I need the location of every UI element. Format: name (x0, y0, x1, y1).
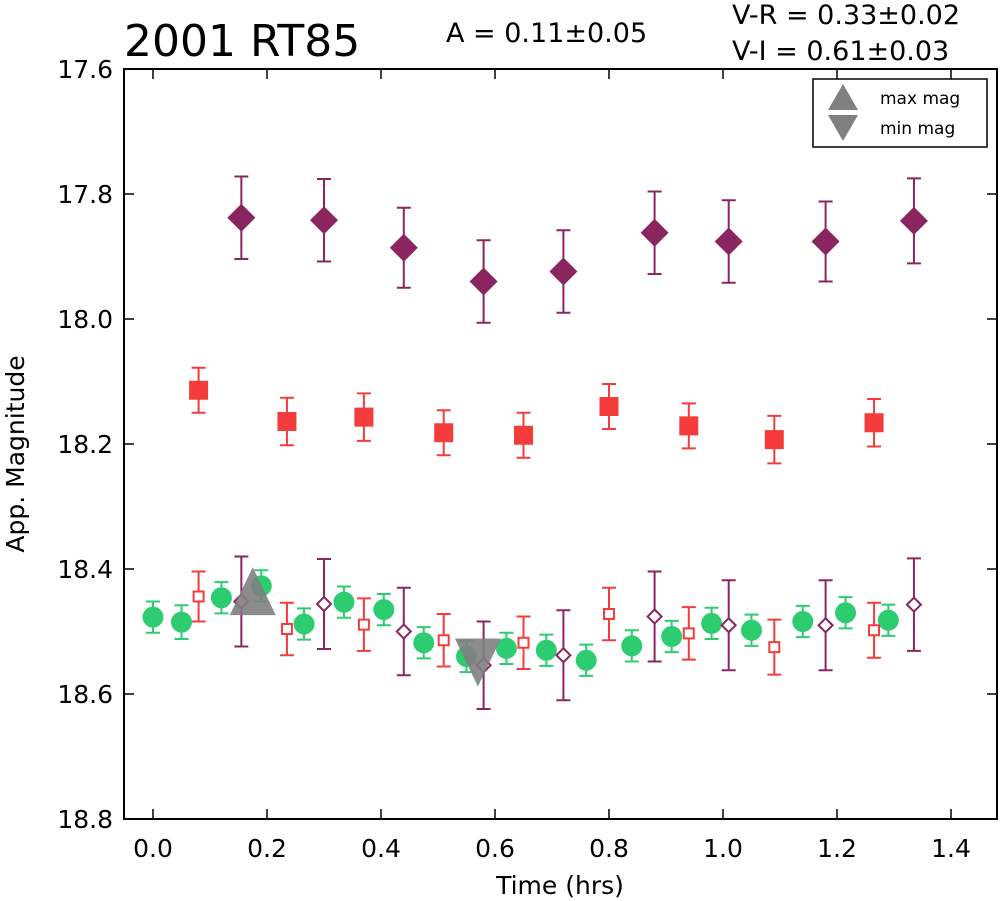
data-point-circle (835, 602, 857, 624)
data-point-diamond (811, 227, 840, 256)
x-tick-label: 1.0 (703, 834, 743, 863)
data-point-diamond (714, 227, 743, 256)
y-axis-label: App. Magnitude (1, 355, 30, 552)
data-point-diamond (469, 267, 498, 296)
legend-max-label: max mag (880, 89, 960, 109)
data-point-diamond-open (905, 596, 923, 614)
axis-ticks: 0.0 0.2 0.4 0.6 0.8 1.0 1.2 1.4 17.6 17.8 18.0 18.2… (57, 55, 997, 863)
x-tick-label: 0.2 (247, 834, 287, 863)
x-tick-label: 1.2 (817, 834, 857, 863)
data-point-square-open (868, 624, 881, 637)
x-tick-label: 0.8 (589, 834, 629, 863)
data-point-square (679, 416, 699, 436)
y-tick-label: 17.8 (57, 180, 113, 209)
legend-max-marker (828, 84, 858, 110)
data-point-circle (701, 612, 723, 634)
data-point-square-open (603, 608, 615, 620)
y-tick-label: 18.0 (57, 305, 113, 334)
data-point-square-open (192, 590, 205, 603)
min-mag-marker (454, 638, 501, 687)
data-point-square (189, 380, 209, 400)
data-point-diamond (227, 203, 256, 232)
data-point-circle (575, 649, 597, 671)
data-point-square (514, 425, 533, 445)
x-tick-label: 0.6 (475, 834, 515, 863)
vr-annotation: V-R = 0.33±0.02 (732, 0, 960, 31)
legend: max mag min mag (812, 78, 988, 148)
legend-min-label: min mag (880, 119, 955, 139)
y-tick-label: 18.8 (57, 805, 113, 834)
data-point-circle (293, 613, 315, 635)
data-point-diamond (899, 206, 928, 235)
amplitude-annotation: A = 0.11±0.05 (446, 18, 647, 49)
data-point-diamond-open (720, 616, 738, 634)
x-tick-label: 0.0 (133, 834, 173, 863)
data-point-diamond-open (315, 595, 333, 613)
data-point-circle (495, 637, 517, 659)
data-point-circle (792, 611, 814, 632)
data-point-circle (333, 591, 355, 613)
chart-title: 2001 RT85 (124, 16, 360, 67)
data-point-circle (210, 587, 232, 609)
data-point-square (354, 407, 374, 427)
data-point-circle (373, 599, 395, 621)
y-tick-label: 18.6 (57, 680, 113, 709)
x-axis-label: Time (hrs) (495, 871, 624, 900)
data-point-diamond (310, 206, 338, 235)
data-point-circle (413, 632, 435, 654)
data-point-diamond (389, 233, 418, 262)
legend-min-marker (828, 115, 858, 141)
data-point-square (434, 423, 454, 443)
y-tick-label: 17.6 (57, 55, 113, 84)
data-point-square-open (280, 623, 293, 635)
data-point-square (864, 413, 884, 433)
data-point-square-open (437, 634, 450, 647)
data-point-square (764, 430, 784, 450)
x-tick-label: 0.4 (361, 834, 401, 863)
plot-area (142, 175, 928, 710)
data-point-circle (621, 635, 643, 657)
data-point-diamond-open (646, 608, 664, 625)
data-point-diamond (549, 257, 578, 286)
x-tick-label: 1.4 (931, 834, 971, 863)
data-point-square-open (682, 627, 695, 640)
data-point-square-open (517, 636, 530, 649)
data-point-square (277, 412, 297, 431)
vi-annotation: V-I = 0.61±0.03 (732, 36, 949, 67)
data-point-diamond-open (554, 646, 572, 664)
data-point-circle (535, 639, 557, 661)
data-point-diamond-open (817, 616, 835, 634)
max-mag-marker (229, 567, 276, 616)
data-point-circle (142, 606, 164, 628)
data-point-square (599, 397, 619, 416)
data-point-diamond-open (395, 623, 413, 640)
data-point-circle (171, 611, 192, 633)
data-point-square-open (357, 618, 370, 631)
data-point-circle (877, 609, 899, 631)
data-point-circle (661, 626, 683, 647)
data-point-circle (741, 619, 762, 641)
plot-frame (123, 68, 998, 820)
data-point-diamond (640, 218, 669, 247)
y-tick-label: 18.2 (57, 430, 113, 459)
y-tick-label: 18.4 (57, 555, 113, 584)
data-point-square-open (768, 641, 781, 654)
